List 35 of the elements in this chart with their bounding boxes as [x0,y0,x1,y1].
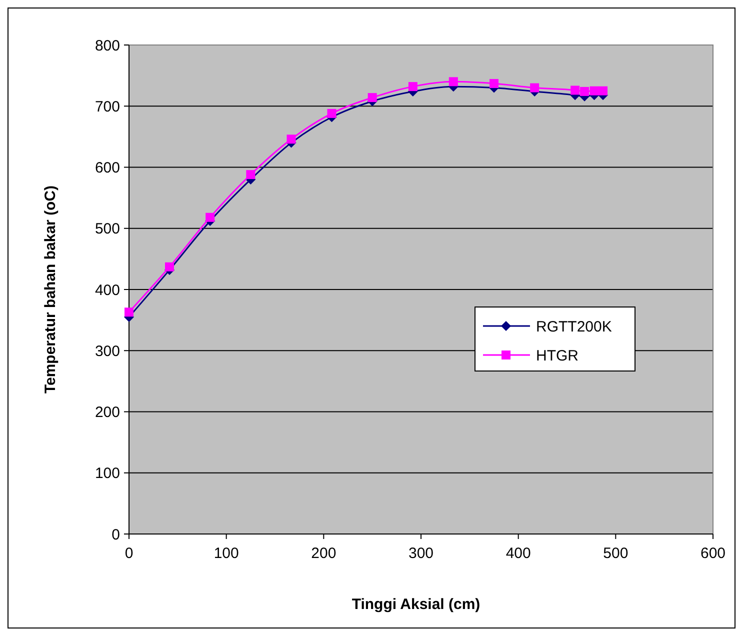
y-tick-label: 200 [94,404,120,421]
y-tick-label: 800 [94,37,120,54]
point [124,308,134,317]
point [246,170,256,180]
x-axis-title: Tinggi Aksial (cm) [352,596,480,613]
y-tick-label: 0 [112,526,120,544]
point [448,77,458,86]
y-axis-title: Temperatur bahan bakar (oC) [42,185,59,394]
legend-label: HTGR [536,347,579,364]
point [580,86,590,96]
y-tick-label: 700 [94,98,120,116]
point [327,108,336,118]
legend-label: RGTT200K [536,318,612,336]
x-tick-label: 400 [506,545,531,562]
y-tick-label: 600 [94,160,120,176]
point [490,79,498,88]
point [590,86,599,96]
y-tick-label: 100 [94,465,120,482]
x-tick-label: 600 [700,545,726,562]
x-tick-label: 0 [124,545,134,562]
point [368,93,377,102]
point [530,83,540,92]
point [408,82,418,92]
x-tick-label: 100 [214,545,239,562]
point [286,134,296,144]
x-tick-label: 300 [408,545,434,562]
point [164,262,174,272]
y-tick-label: 400 [94,282,120,299]
y-tick-label: 500 [94,220,120,238]
x-tick-label: 200 [311,545,336,562]
point [206,212,215,222]
y-tick-label: 300 [94,342,120,360]
x-tick-label: 500 [603,545,628,562]
point [570,86,580,95]
point [598,86,608,96]
